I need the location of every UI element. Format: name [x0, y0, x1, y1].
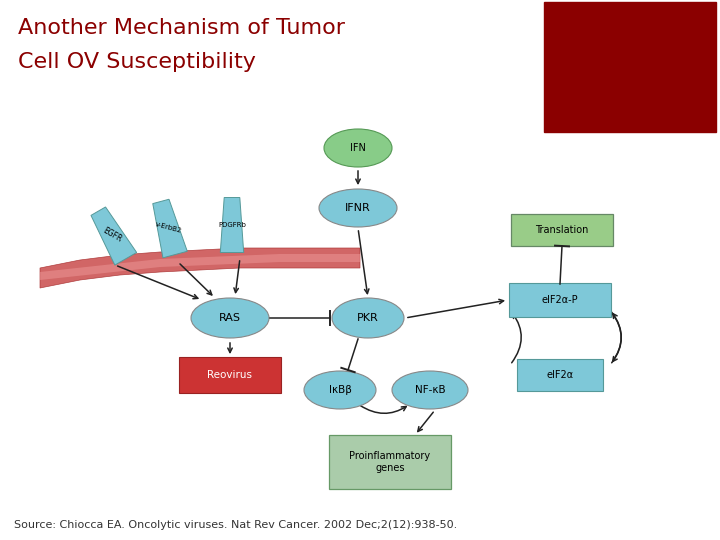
- Ellipse shape: [191, 298, 269, 338]
- Ellipse shape: [392, 371, 468, 409]
- FancyBboxPatch shape: [509, 283, 611, 317]
- Text: Reovirus: Reovirus: [207, 370, 253, 380]
- Polygon shape: [40, 248, 360, 288]
- Text: IκBβ: IκBβ: [328, 385, 351, 395]
- Ellipse shape: [304, 371, 376, 409]
- Text: Another Mechanism of Tumor: Another Mechanism of Tumor: [18, 18, 345, 38]
- Ellipse shape: [332, 298, 404, 338]
- Text: Translation: Translation: [535, 225, 589, 235]
- Text: IFN: IFN: [350, 143, 366, 153]
- Text: Source: Chiocca EA. Oncolytic viruses. Nat Rev Cancer. 2002 Dec;2(12):938-50.: Source: Chiocca EA. Oncolytic viruses. N…: [14, 520, 457, 530]
- Polygon shape: [40, 254, 360, 280]
- Polygon shape: [220, 198, 243, 253]
- Polygon shape: [153, 199, 187, 258]
- Bar: [544, 2, 716, 132]
- Ellipse shape: [319, 189, 397, 227]
- Ellipse shape: [324, 129, 392, 167]
- Text: PKR: PKR: [357, 313, 379, 323]
- Text: IFNR: IFNR: [345, 203, 371, 213]
- Text: PDGFRb: PDGFRb: [218, 222, 246, 228]
- Text: NF-κB: NF-κB: [415, 385, 445, 395]
- Text: eIF2α-P: eIF2α-P: [541, 295, 578, 305]
- Text: RAS: RAS: [219, 313, 241, 323]
- FancyBboxPatch shape: [329, 435, 451, 489]
- FancyBboxPatch shape: [511, 214, 613, 246]
- Text: eIF2α: eIF2α: [546, 370, 574, 380]
- FancyBboxPatch shape: [179, 357, 281, 393]
- Text: Proinflammatory
genes: Proinflammatory genes: [349, 451, 431, 473]
- Text: EGFR: EGFR: [101, 226, 123, 244]
- Text: Cell OV Susceptibility: Cell OV Susceptibility: [18, 52, 256, 72]
- Polygon shape: [91, 207, 137, 265]
- Text: v-ErbB2: v-ErbB2: [154, 221, 182, 234]
- FancyBboxPatch shape: [517, 359, 603, 391]
